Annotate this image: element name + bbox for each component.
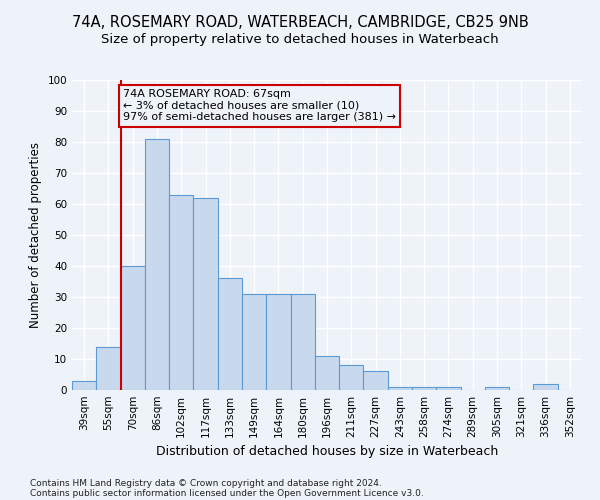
Bar <box>412 387 436 390</box>
Bar <box>290 294 315 390</box>
Bar <box>96 346 121 390</box>
Bar <box>218 278 242 390</box>
Text: 74A ROSEMARY ROAD: 67sqm
← 3% of detached houses are smaller (10)
97% of semi-de: 74A ROSEMARY ROAD: 67sqm ← 3% of detache… <box>123 90 396 122</box>
Bar <box>242 294 266 390</box>
Bar <box>485 387 509 390</box>
X-axis label: Distribution of detached houses by size in Waterbeach: Distribution of detached houses by size … <box>156 446 498 458</box>
Bar <box>339 365 364 390</box>
Bar <box>266 294 290 390</box>
Bar <box>72 380 96 390</box>
Bar <box>121 266 145 390</box>
Bar <box>436 387 461 390</box>
Y-axis label: Number of detached properties: Number of detached properties <box>29 142 42 328</box>
Text: Size of property relative to detached houses in Waterbeach: Size of property relative to detached ho… <box>101 32 499 46</box>
Bar <box>145 139 169 390</box>
Bar <box>193 198 218 390</box>
Text: Contains HM Land Registry data © Crown copyright and database right 2024.: Contains HM Land Registry data © Crown c… <box>30 478 382 488</box>
Bar <box>169 194 193 390</box>
Text: Contains public sector information licensed under the Open Government Licence v3: Contains public sector information licen… <box>30 488 424 498</box>
Text: 74A, ROSEMARY ROAD, WATERBEACH, CAMBRIDGE, CB25 9NB: 74A, ROSEMARY ROAD, WATERBEACH, CAMBRIDG… <box>71 15 529 30</box>
Bar <box>533 384 558 390</box>
Bar <box>364 372 388 390</box>
Bar <box>388 387 412 390</box>
Bar <box>315 356 339 390</box>
